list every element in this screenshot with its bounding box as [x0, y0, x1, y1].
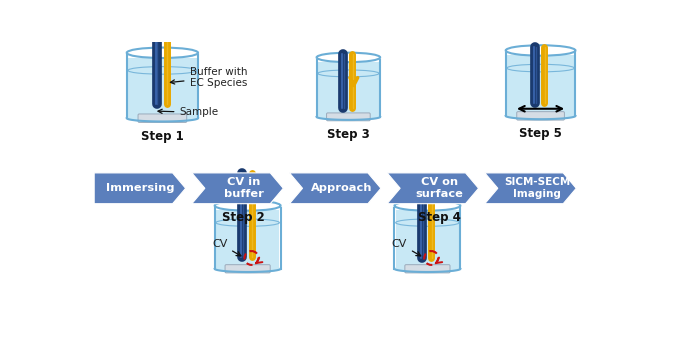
- Ellipse shape: [128, 113, 197, 123]
- FancyBboxPatch shape: [216, 210, 279, 269]
- Ellipse shape: [318, 113, 379, 121]
- Text: Sample: Sample: [158, 107, 219, 117]
- Ellipse shape: [128, 66, 197, 74]
- Ellipse shape: [394, 201, 460, 211]
- Ellipse shape: [506, 45, 575, 56]
- Ellipse shape: [396, 264, 459, 273]
- FancyBboxPatch shape: [318, 62, 379, 117]
- Text: Approach: Approach: [311, 183, 373, 193]
- FancyBboxPatch shape: [517, 112, 564, 120]
- Polygon shape: [387, 173, 479, 204]
- Ellipse shape: [127, 48, 198, 58]
- Ellipse shape: [318, 70, 379, 77]
- FancyBboxPatch shape: [507, 55, 574, 116]
- Text: Step 4: Step 4: [418, 211, 460, 224]
- Polygon shape: [485, 173, 576, 204]
- Ellipse shape: [396, 219, 459, 226]
- Polygon shape: [94, 173, 185, 204]
- Text: Step 3: Step 3: [327, 128, 370, 141]
- Ellipse shape: [216, 219, 279, 226]
- Polygon shape: [192, 173, 283, 204]
- Ellipse shape: [507, 111, 574, 121]
- Text: CV on
surface: CV on surface: [416, 177, 463, 199]
- FancyBboxPatch shape: [396, 210, 459, 269]
- Text: Step 5: Step 5: [519, 127, 562, 140]
- Ellipse shape: [215, 201, 280, 211]
- Text: SICM-SECM
Imaging: SICM-SECM Imaging: [504, 177, 570, 199]
- Text: CV: CV: [212, 239, 241, 256]
- Polygon shape: [289, 173, 381, 204]
- FancyBboxPatch shape: [405, 265, 450, 273]
- Text: Step 1: Step 1: [141, 130, 184, 143]
- Text: UME: UME: [0, 349, 1, 350]
- Text: CV in
buffer: CV in buffer: [224, 177, 264, 199]
- Ellipse shape: [507, 64, 574, 72]
- Ellipse shape: [316, 52, 380, 62]
- FancyBboxPatch shape: [138, 114, 187, 122]
- Text: Buffer with
EC Species: Buffer with EC Species: [170, 66, 247, 88]
- Text: CV: CV: [392, 239, 421, 256]
- Text: Step 2: Step 2: [223, 211, 265, 224]
- Text: Immersing: Immersing: [106, 183, 174, 193]
- Ellipse shape: [216, 264, 279, 273]
- FancyBboxPatch shape: [327, 113, 370, 121]
- FancyBboxPatch shape: [225, 265, 270, 273]
- FancyBboxPatch shape: [128, 57, 197, 118]
